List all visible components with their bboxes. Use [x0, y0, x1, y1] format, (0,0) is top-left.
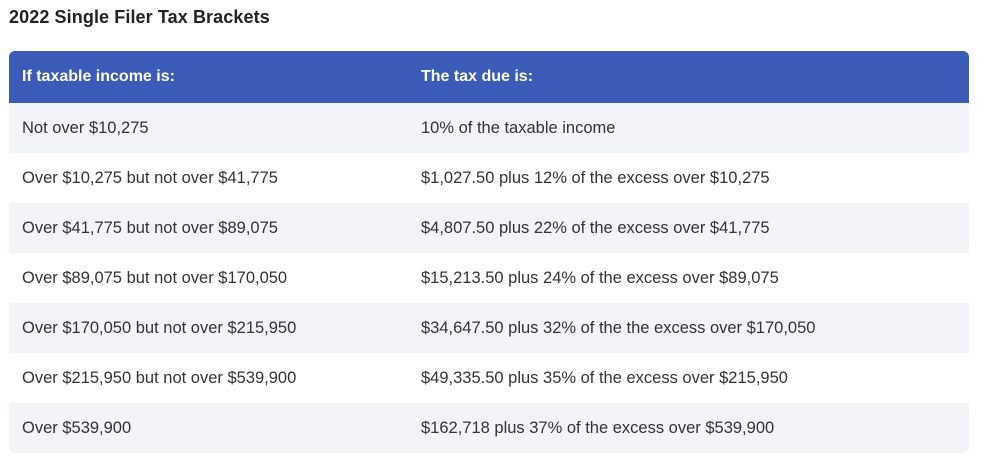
table-row: Over $10,275 but not over $41,775 $1,027…	[9, 153, 969, 203]
tax-bracket-table: If taxable income is: The tax due is: No…	[9, 51, 969, 453]
table-row: Over $215,950 but not over $539,900 $49,…	[9, 353, 969, 403]
table-header: If taxable income is: The tax due is:	[9, 51, 969, 103]
tax-due-cell: $162,718 plus 37% of the excess over $53…	[421, 418, 775, 437]
table-row: Over $539,900 $162,718 plus 37% of the e…	[9, 403, 969, 453]
income-range-cell: Over $10,275 but not over $41,775	[22, 168, 278, 187]
income-range-cell: Over $215,950 but not over $539,900	[22, 368, 297, 387]
tax-due-cell: $34,647.50 plus 32% of the the excess ov…	[421, 318, 816, 337]
table-row: Over $170,050 but not over $215,950 $34,…	[9, 303, 969, 353]
header-taxable-income: If taxable income is:	[22, 68, 175, 85]
tax-due-cell: $49,335.50 plus 35% of the excess over $…	[421, 368, 788, 387]
tax-due-cell: $4,807.50 plus 22% of the excess over $4…	[421, 218, 770, 237]
page-title: 2022 Single Filer Tax Brackets	[9, 7, 270, 27]
tax-due-cell: 10% of the taxable income	[421, 118, 616, 137]
table-row: Not over $10,275 10% of the taxable inco…	[9, 103, 969, 153]
tax-due-cell: $1,027.50 plus 12% of the excess over $1…	[421, 168, 770, 187]
income-range-cell: Not over $10,275	[22, 118, 149, 137]
tax-due-cell: $15,213.50 plus 24% of the excess over $…	[421, 268, 779, 287]
income-range-cell: Over $170,050 but not over $215,950	[22, 318, 297, 337]
table-row: Over $41,775 but not over $89,075 $4,807…	[9, 203, 969, 253]
income-range-cell: Over $41,775 but not over $89,075	[22, 218, 278, 237]
table-row: Over $89,075 but not over $170,050 $15,2…	[9, 253, 969, 303]
income-range-cell: Over $539,900	[22, 418, 132, 437]
income-range-cell: Over $89,075 but not over $170,050	[22, 268, 288, 287]
header-tax-due: The tax due is:	[421, 68, 534, 85]
